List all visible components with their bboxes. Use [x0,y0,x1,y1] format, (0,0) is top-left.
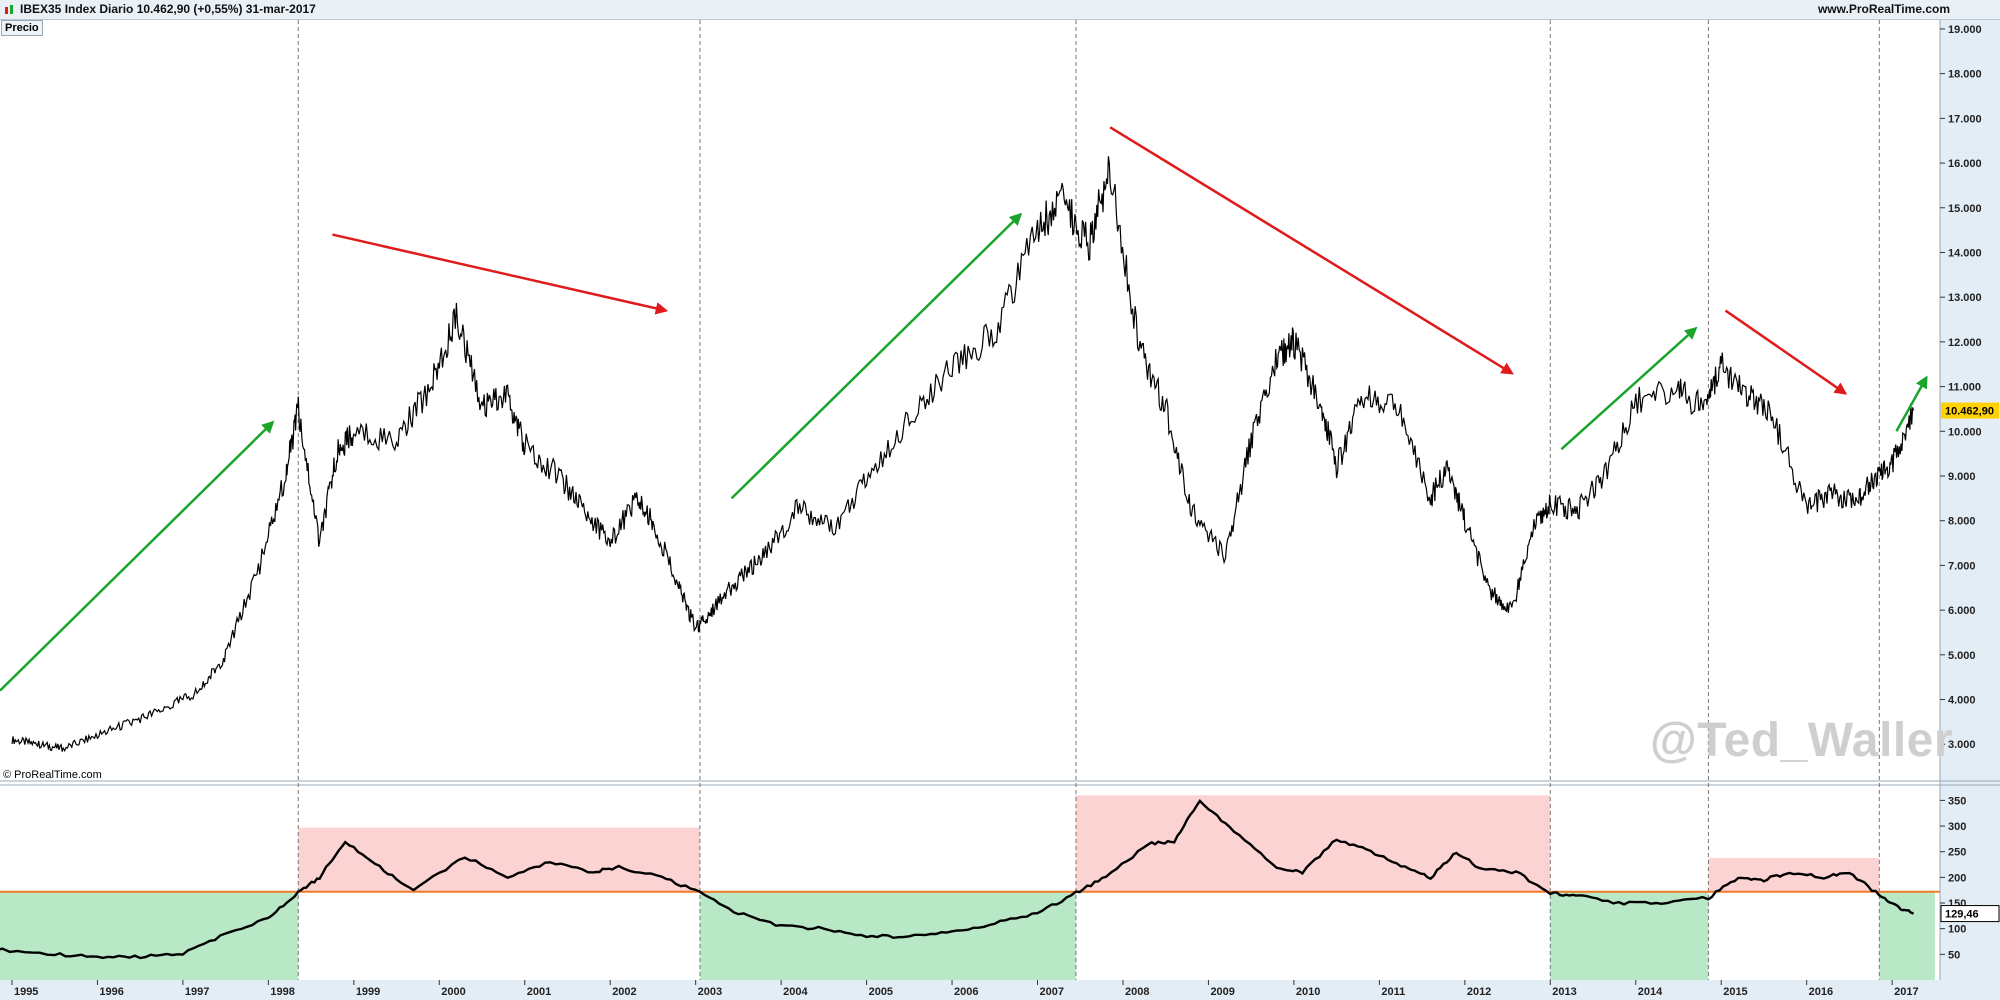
price-y-tick-label: 3.000 [1948,739,1976,751]
indicator-y-tick-label: 300 [1948,821,1966,833]
y-axis-background [1940,20,2000,1000]
indicator-zone-above [298,827,700,892]
x-axis-background [0,980,2000,1000]
price-y-tick-label: 7.000 [1948,560,1976,572]
price-y-tick-label: 11.000 [1948,382,1981,394]
x-tick-label: 2006 [954,986,978,998]
x-tick-label: 1998 [270,986,294,998]
x-tick-label: 1995 [14,986,38,998]
indicator-y-tick-label: 100 [1948,924,1966,936]
x-tick-label: 2001 [527,986,551,998]
indicator-zone-below [0,891,299,980]
price-y-tick-label: 19.000 [1948,24,1982,36]
price-y-tick-label: 18.000 [1948,69,1982,81]
x-tick-label: 1996 [99,986,123,998]
trend-arrow-down [1109,126,1514,375]
x-tick-label: 1999 [356,986,380,998]
x-tick-label: 1997 [185,986,209,998]
indicator-y-tick-label: 250 [1948,847,1966,859]
price-y-tick-label: 4.000 [1948,695,1976,707]
price-y-tick-label: 10.000 [1948,426,1982,438]
indicator-y-tick-label: 50 [1948,949,1960,961]
x-tick-label: 2004 [783,986,808,998]
indicator-zone-above [1075,795,1551,892]
trend-arrow-up [730,212,1023,500]
trend-arrow-up [1560,326,1698,451]
x-tick-label: 2012 [1467,986,1491,998]
x-tick-label: 2017 [1894,986,1918,998]
last-price-tag-label: 10.462,90 [1945,406,1994,418]
x-tick-label: 2005 [869,986,893,998]
price-y-tick-label: 5.000 [1948,650,1976,662]
price-series-line [11,156,1915,753]
indicator-series-line [0,799,1914,960]
last-indicator-tag [1940,905,2000,923]
indicator-y-tick-label: 350 [1948,795,1966,807]
x-tick-label: 2008 [1125,986,1149,998]
price-y-tick-label: 8.000 [1948,516,1976,528]
chart-header: IBEX35 Index Diario 10.462,90 (+0,55%) 3… [0,0,2000,20]
watermark: @Ted_Waller [1650,714,1954,767]
x-tick-label: 2016 [1809,986,1833,998]
x-tick-label: 2011 [1381,986,1405,998]
website-label[interactable]: www.ProRealTime.com [1817,2,1950,16]
x-tick-label: 2015 [1723,986,1747,998]
price-y-tick-label: 12.000 [1948,337,1982,349]
x-tick-label: 2007 [1040,986,1064,998]
price-y-tick-label: 13.000 [1948,292,1982,304]
candlestick-icon [5,5,13,14]
price-panel-label: Precio [1,20,43,36]
price-y-tick-label: 17.000 [1948,113,1982,125]
copyright-label: © ProRealTime.com [3,769,102,781]
indicator-zone-below [1550,891,1709,980]
x-tick-label: 2009 [1210,986,1234,998]
x-tick-label: 2002 [612,986,636,998]
instrument-title: IBEX35 Index Diario 10.462,90 (+0,55%) 3… [20,2,316,16]
indicator-zone-below [1879,891,1935,980]
last-indicator-tag-label: 129,46 [1945,909,1979,921]
price-y-tick-label: 16.000 [1948,158,1982,170]
price-y-tick-label: 14.000 [1948,247,1982,259]
x-tick-label: 2000 [441,986,465,998]
price-y-tick-label: 6.000 [1948,605,1976,617]
price-y-tick-label: 9.000 [1948,471,1976,483]
trend-arrow-up [1895,375,1928,432]
trend-arrow-up [0,420,275,692]
price-y-tick-label: 15.000 [1948,203,1982,215]
x-tick-label: 2003 [698,986,722,998]
last-price-tag [1941,402,1999,419]
trend-arrow-down [1724,309,1848,395]
x-tick-label: 2013 [1552,986,1576,998]
trend-arrow-down [332,233,669,315]
x-tick-label: 2010 [1296,986,1320,998]
indicator-y-tick-label: 200 [1948,872,1966,884]
x-tick-label: 2014 [1638,986,1663,998]
